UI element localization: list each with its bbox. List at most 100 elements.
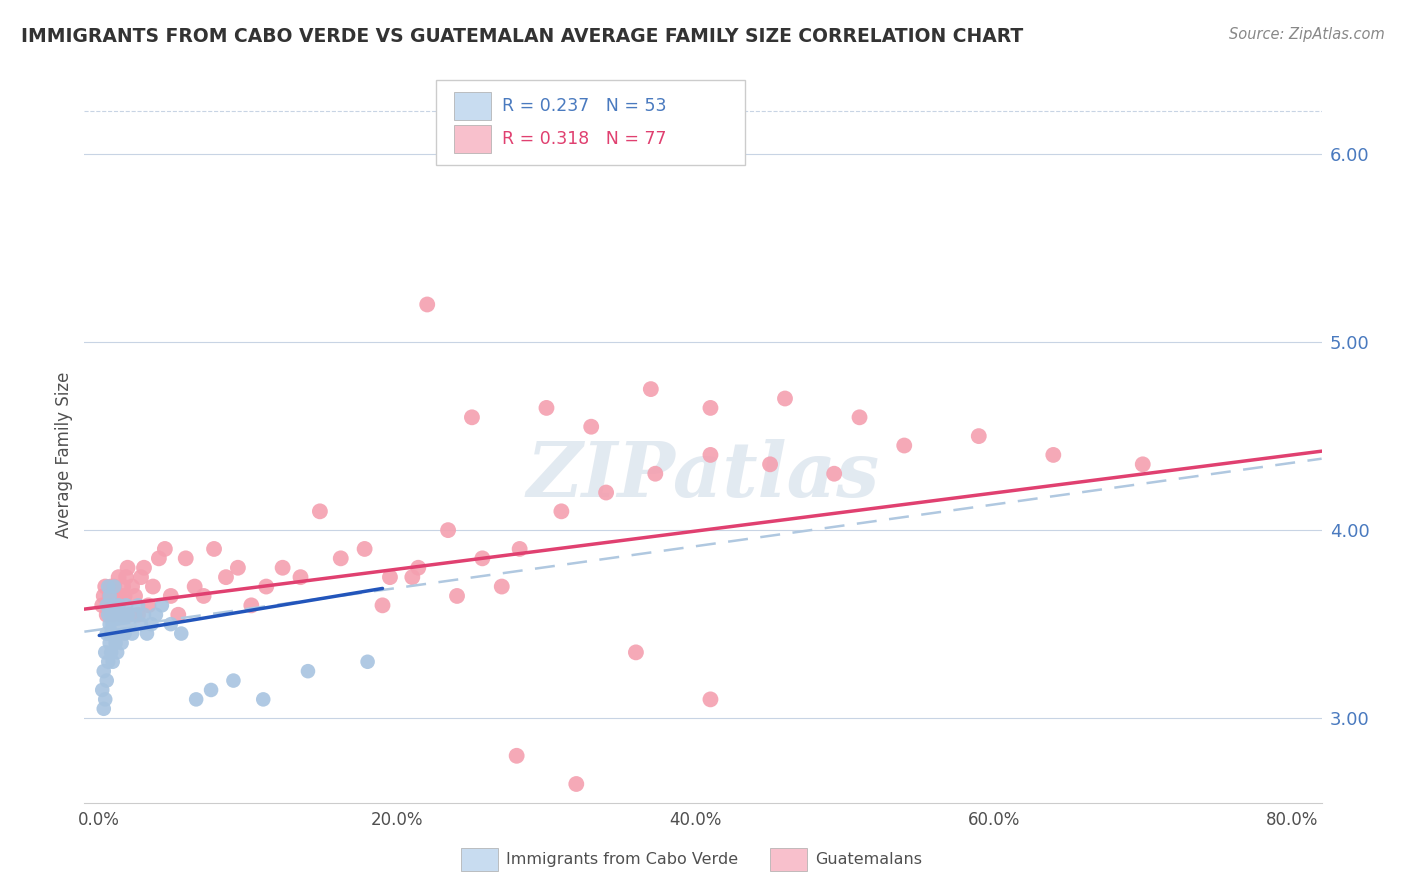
Point: [471, 551, 494, 566]
Point: [1042, 448, 1064, 462]
Point: [101, 607, 124, 622]
Point: [150, 599, 173, 613]
Point: [94, 645, 117, 659]
Point: [132, 607, 155, 622]
Text: Immigrants from Cabo Verde: Immigrants from Cabo Verde: [506, 853, 738, 867]
Point: [105, 599, 128, 613]
Point: [97, 580, 120, 594]
Point: [353, 541, 375, 556]
Point: [112, 580, 135, 594]
Point: [111, 636, 134, 650]
Text: Guatemalans: Guatemalans: [815, 853, 922, 867]
Point: [183, 580, 205, 594]
Point: [96, 626, 118, 640]
Point: [96, 607, 118, 622]
Point: [93, 664, 115, 678]
Point: [401, 570, 423, 584]
Point: [329, 551, 352, 566]
Point: [699, 448, 721, 462]
Point: [100, 607, 122, 622]
Point: [115, 599, 138, 613]
Point: [104, 636, 127, 650]
Point: [98, 617, 121, 632]
Point: [124, 589, 146, 603]
Point: [536, 401, 558, 415]
Point: [550, 504, 572, 518]
Point: [96, 673, 118, 688]
Point: [145, 607, 167, 622]
Point: [118, 617, 141, 632]
Point: [252, 692, 274, 706]
Point: [107, 570, 129, 584]
Point: [91, 599, 114, 613]
Point: [699, 692, 721, 706]
Point: [93, 702, 115, 716]
Point: [773, 805, 796, 820]
Point: [437, 523, 460, 537]
Point: [114, 589, 136, 603]
Point: [153, 541, 176, 556]
Text: Source: ZipAtlas.com: Source: ZipAtlas.com: [1229, 27, 1385, 42]
Point: [121, 626, 143, 640]
Point: [107, 599, 129, 613]
Point: [98, 589, 121, 603]
Point: [446, 589, 468, 603]
Point: [1132, 458, 1154, 472]
Point: [309, 504, 332, 518]
Point: [579, 419, 602, 434]
Point: [142, 580, 165, 594]
Point: [117, 607, 139, 622]
Point: [104, 589, 127, 603]
Point: [136, 626, 159, 640]
Point: [103, 626, 125, 640]
Point: [108, 617, 131, 632]
Point: [96, 599, 118, 613]
Point: [170, 626, 193, 640]
Point: [127, 599, 149, 613]
Point: [115, 570, 138, 584]
Point: [124, 607, 146, 622]
Point: [141, 617, 163, 632]
Text: R = 0.318   N = 77: R = 0.318 N = 77: [502, 130, 666, 148]
Point: [356, 655, 378, 669]
Y-axis label: Average Family Size: Average Family Size: [55, 372, 73, 538]
Point: [271, 560, 294, 574]
Point: [893, 438, 915, 452]
Point: [104, 607, 127, 622]
Point: [97, 655, 120, 669]
Point: [200, 683, 222, 698]
Point: [461, 410, 484, 425]
Point: [121, 580, 143, 594]
Point: [129, 617, 152, 632]
Point: [378, 570, 401, 584]
Point: [127, 607, 149, 622]
Text: R = 0.237   N = 53: R = 0.237 N = 53: [502, 97, 666, 115]
Point: [100, 580, 122, 594]
Point: [107, 626, 129, 640]
Point: [823, 467, 845, 481]
Point: [108, 589, 131, 603]
Point: [699, 401, 721, 415]
Point: [640, 382, 662, 396]
Point: [186, 692, 208, 706]
Point: [93, 589, 115, 603]
Point: [174, 551, 197, 566]
Point: [138, 599, 160, 613]
Text: IMMIGRANTS FROM CABO VERDE VS GUATEMALAN AVERAGE FAMILY SIZE CORRELATION CHART: IMMIGRANTS FROM CABO VERDE VS GUATEMALAN…: [21, 27, 1024, 45]
Point: [103, 599, 125, 613]
Point: [416, 297, 439, 311]
Point: [103, 580, 125, 594]
Point: [254, 580, 277, 594]
Point: [167, 607, 190, 622]
Point: [759, 458, 782, 472]
Point: [112, 617, 135, 632]
Point: [98, 636, 121, 650]
Point: [91, 683, 114, 698]
Point: [595, 485, 617, 500]
Point: [406, 560, 429, 574]
Point: [117, 560, 139, 574]
Point: [773, 392, 796, 406]
Point: [644, 467, 666, 481]
Point: [624, 645, 647, 659]
Point: [98, 589, 121, 603]
